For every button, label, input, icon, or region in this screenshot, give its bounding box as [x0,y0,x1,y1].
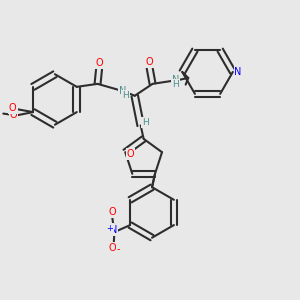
Text: N: N [118,86,126,96]
Text: N: N [235,67,242,77]
Text: O: O [9,103,16,113]
Text: H: H [122,91,129,100]
Text: H: H [172,80,179,89]
Text: H: H [142,118,148,127]
Text: N: N [172,75,179,85]
Text: O: O [109,207,116,217]
Text: O: O [95,58,103,68]
Text: O: O [146,57,153,67]
Text: O: O [109,243,116,253]
Text: O: O [127,149,134,159]
Text: N: N [110,224,117,235]
Text: O: O [10,110,17,120]
Text: +: + [106,224,113,233]
Text: -: - [117,244,120,254]
